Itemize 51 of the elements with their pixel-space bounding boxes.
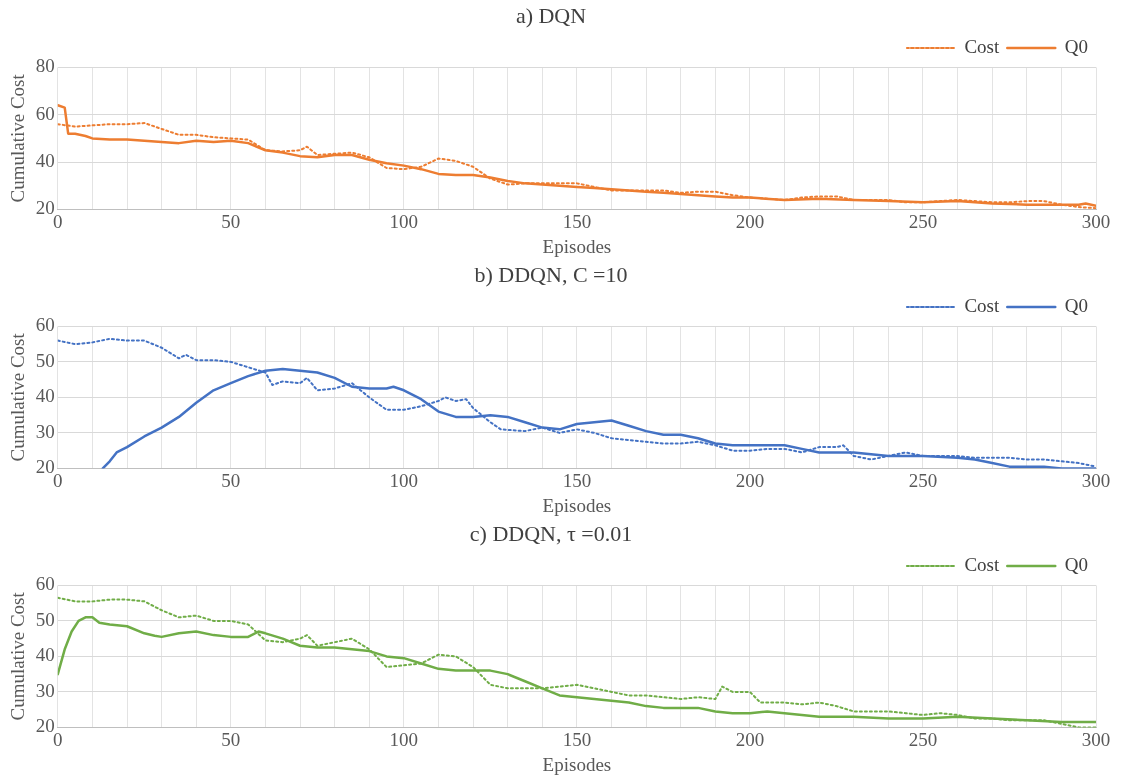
x-tick-label: 50 [221,469,241,491]
x-axis-title: Episodes [542,235,612,257]
legend-label: Cost [964,553,1000,575]
x-tick-label: 150 [562,210,592,232]
x-tick-label: 100 [389,728,419,750]
y-tick-label: 20 [35,197,55,219]
y-tick-label: 20 [35,456,55,478]
x-tick-label: 50 [221,728,241,750]
x-axis-title: Episodes [542,494,612,516]
y-tick-label: 50 [35,608,55,630]
line-series [57,596,1096,728]
x-tick-label: 0 [53,210,63,232]
x-tick-label: 0 [53,728,63,750]
legend-label: Cost [964,35,1000,57]
y-tick-label: 60 [35,102,55,124]
x-tick-label: 150 [562,728,592,750]
x-tick-label: 50 [221,210,241,232]
y-tick-label: 60 [35,573,55,595]
y-tick-label: 50 [35,349,55,371]
y-axis-title: Cumulative Cost [7,591,29,721]
chart-title: c) DDQN, τ =0.01 [469,520,633,546]
chart-title: a) DQN [515,2,587,28]
chart-title: b) DDQN, C =10 [474,261,628,287]
legend-label: Q0 [1064,294,1089,316]
x-tick-label: 150 [562,469,592,491]
y-tick-label: 40 [35,385,55,407]
legend-label: Cost [964,294,1000,316]
x-tick-label: 200 [735,728,765,750]
y-axis-title: Cumulative Cost [7,73,29,203]
x-tick-label: 300 [1081,728,1111,750]
y-tick-label: 40 [35,644,55,666]
x-tick-label: 250 [908,210,938,232]
y-tick-label: 30 [35,679,55,701]
y-tick-label: 80 [35,55,55,77]
y-tick-label: 20 [35,715,55,737]
x-tick-label: 300 [1081,469,1111,491]
x-tick-label: 200 [735,210,765,232]
x-tick-label: 200 [735,469,765,491]
x-tick-label: 100 [389,210,419,232]
x-tick-label: 250 [908,728,938,750]
legend-label: Q0 [1064,553,1089,575]
x-tick-label: 300 [1081,210,1111,232]
y-axis-title: Cumulative Cost [7,332,29,462]
x-axis-title: Episodes [542,753,612,775]
y-tick-label: 40 [35,150,55,172]
x-tick-label: 100 [389,469,419,491]
x-tick-label: 0 [53,469,63,491]
legend-label: Q0 [1064,35,1089,57]
y-tick-label: 30 [35,420,55,442]
x-tick-label: 250 [908,469,938,491]
y-tick-label: 60 [35,314,55,336]
